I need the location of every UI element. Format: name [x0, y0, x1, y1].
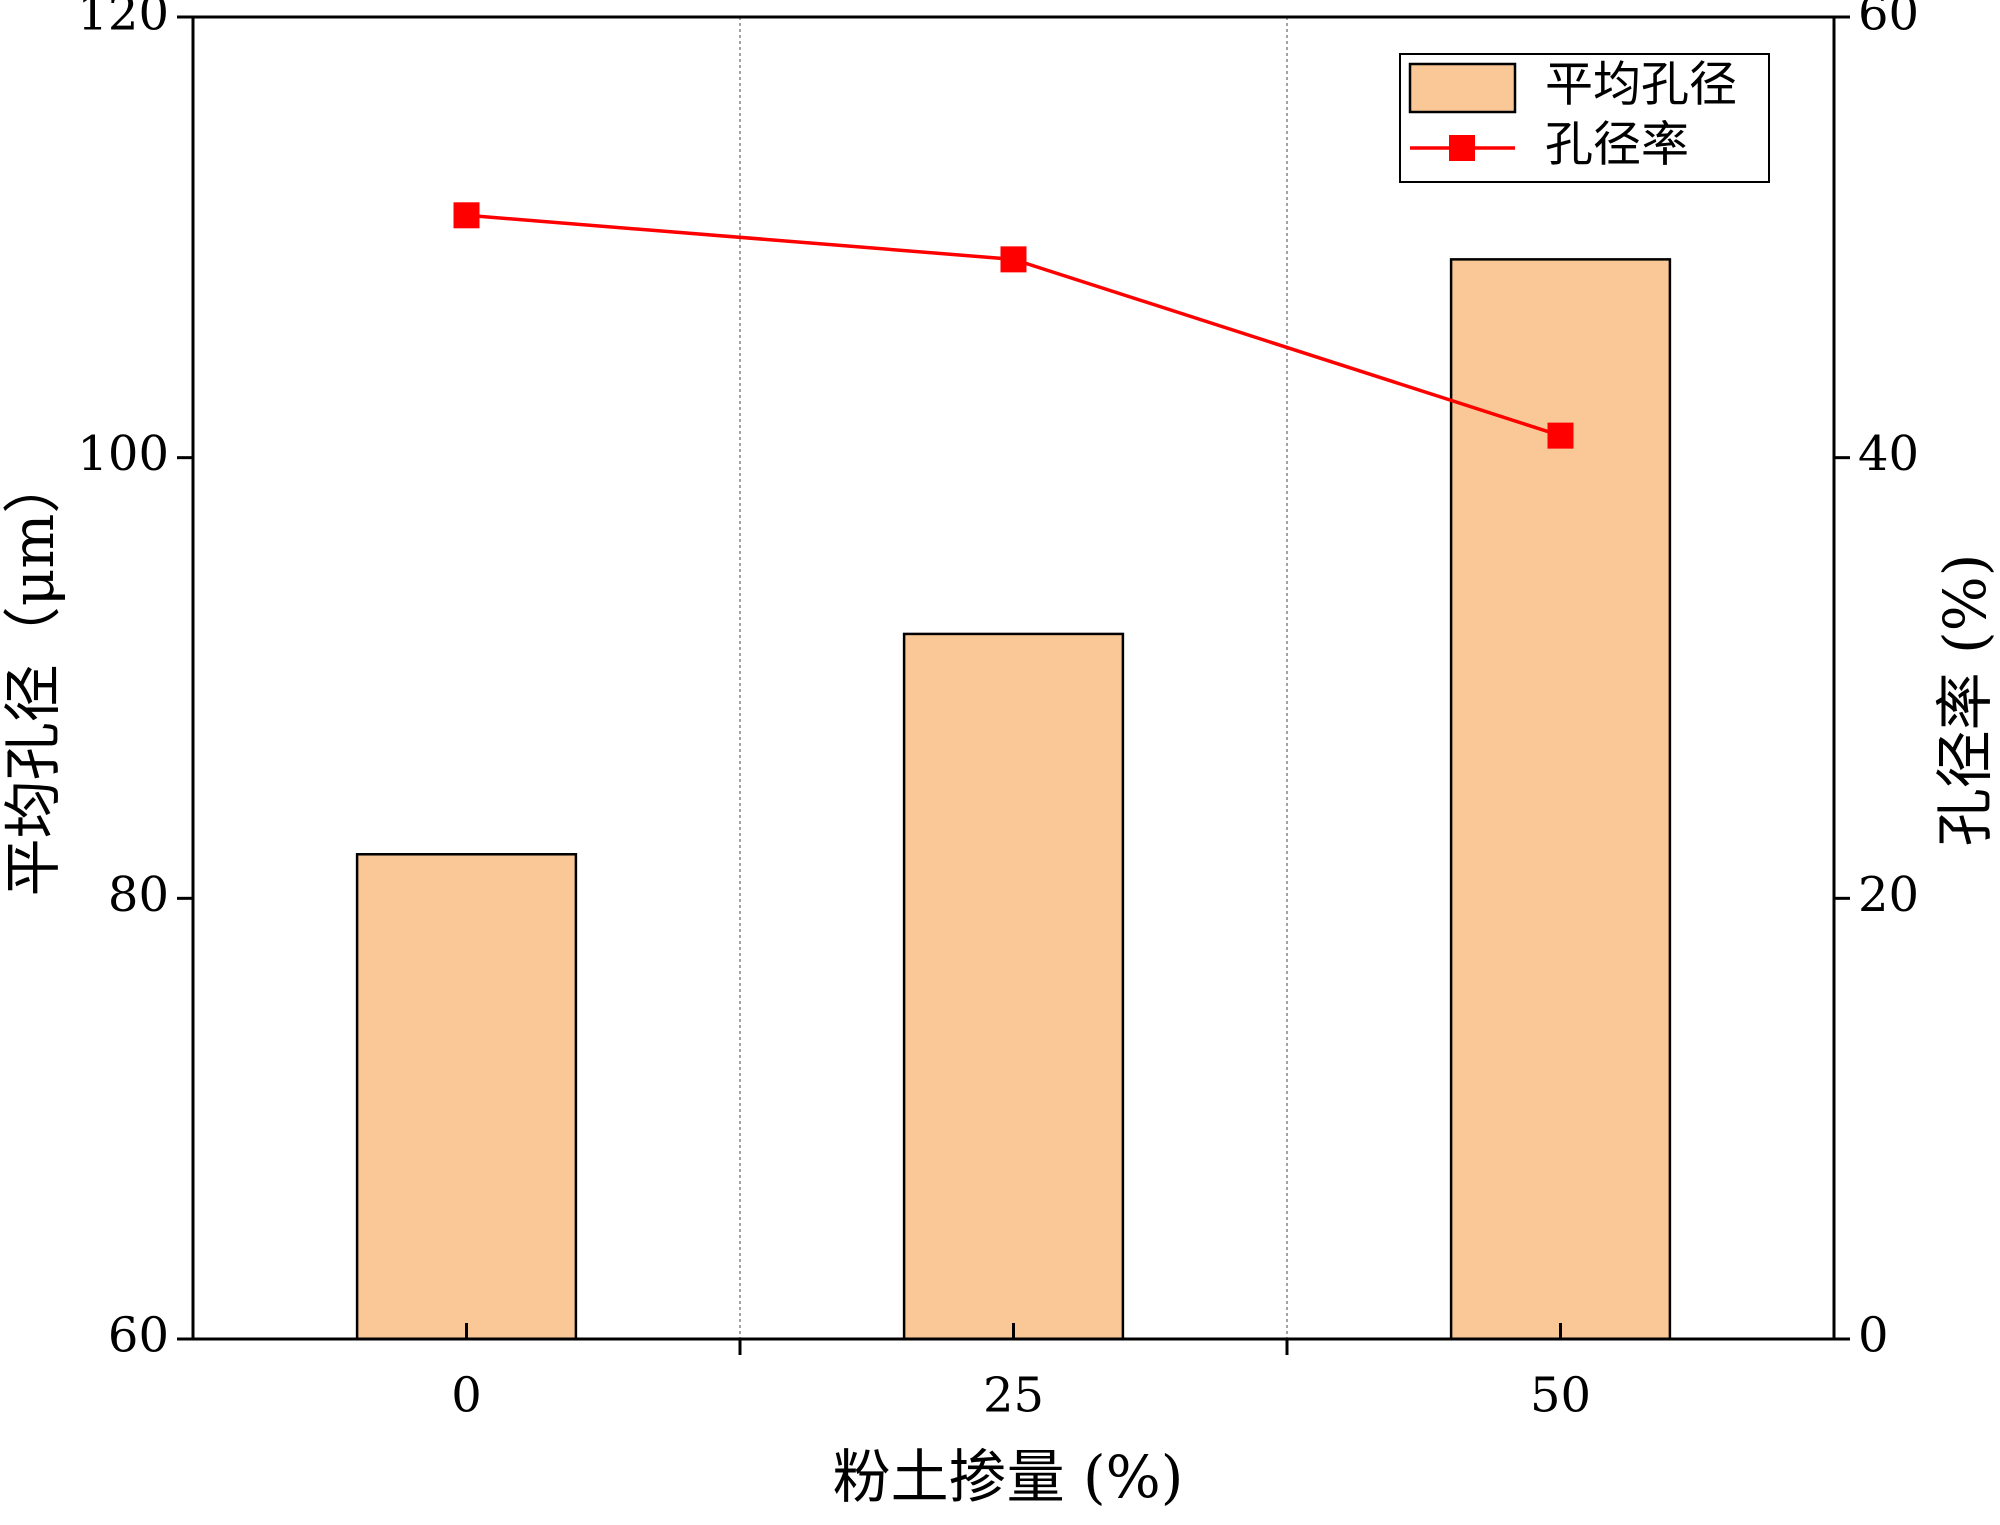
y2-axis-title: 孔径率 (%)	[1931, 554, 1999, 847]
x-axis-title: 粉土掺量 (%)	[833, 1443, 1184, 1511]
line-marker	[1547, 422, 1574, 449]
plot-frame	[191, 15, 1836, 1341]
x-tick-label: 50	[1530, 1368, 1591, 1424]
y-tick-label: 60	[108, 1308, 169, 1364]
bar	[1449, 258, 1672, 1341]
x-tick-label: 0	[451, 1368, 482, 1424]
legend-swatch	[1449, 135, 1475, 161]
bar	[902, 632, 1125, 1341]
y2-tick-label: 60	[1858, 0, 1919, 42]
y-tick-label: 80	[108, 867, 169, 923]
x-tick-label: 25	[983, 1368, 1044, 1424]
legend-label: 平均孔径	[1545, 57, 1737, 113]
bar	[355, 853, 578, 1341]
line-marker	[453, 202, 480, 229]
y-axis-title: 平均孔径（μm）	[0, 456, 67, 897]
legend-label: 孔径率	[1545, 117, 1689, 173]
y2-tick-label: 0	[1858, 1308, 1889, 1364]
line-marker	[1000, 246, 1027, 273]
y-tick-label: 120	[77, 0, 169, 42]
y2-tick-label: 40	[1858, 426, 1919, 482]
y-tick-label: 100	[77, 426, 169, 482]
legend-swatch	[1408, 62, 1517, 114]
y2-tick-label: 20	[1858, 867, 1919, 923]
